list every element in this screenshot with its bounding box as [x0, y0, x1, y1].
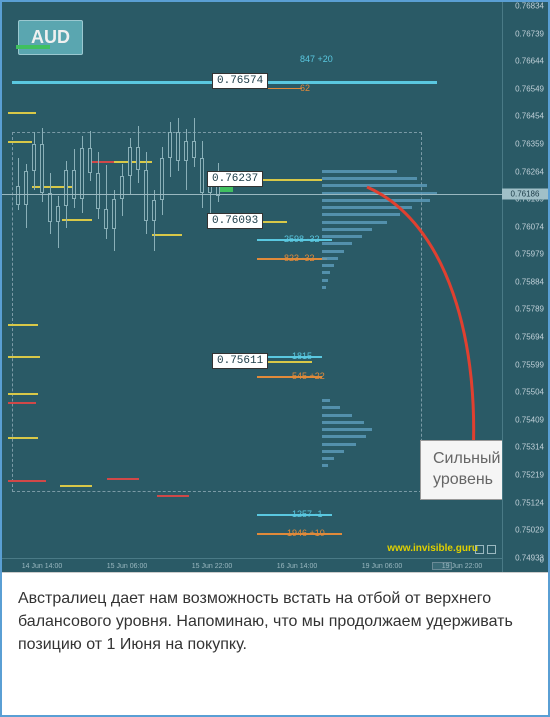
- x-tick: 15 Jun 06:00: [107, 563, 147, 570]
- y-tick: 0.75219: [515, 470, 544, 479]
- caption-text: Австралиец дает нам возможность встать н…: [2, 572, 548, 715]
- y-tick: 0.76834: [515, 2, 544, 11]
- annotation-text: 823 -32: [284, 253, 315, 263]
- price-label: 0.76574: [212, 73, 268, 89]
- y-tick: 0.75029: [515, 526, 544, 535]
- annotation-text: 1815: [292, 351, 312, 361]
- crosshair-line: [2, 194, 502, 195]
- y-tick: 0.75979: [515, 250, 544, 259]
- annotation-text: 545 +22: [292, 371, 325, 381]
- symbol-badge: AUD: [18, 20, 83, 55]
- y-axis: 0.76834 0.76739 0.76644 0.76549 0.76454 0.763…: [502, 2, 548, 572]
- price-label: 0.75611: [212, 353, 268, 369]
- x-tick: 16 Jun 14:00: [277, 563, 317, 570]
- y-tick: 0.76454: [515, 112, 544, 121]
- y-tick: 0.75409: [515, 415, 544, 424]
- window-icon[interactable]: [475, 545, 484, 554]
- y-tick: 0.75884: [515, 277, 544, 286]
- annotation-text: 847 +20: [300, 54, 333, 64]
- y-tick: 0: [540, 556, 544, 565]
- x-axis: 14 Jun 14:00 15 Jun 06:00 15 Jun 22:00 16 J…: [2, 558, 502, 572]
- x-tick: 19 Jun 06:00: [362, 563, 402, 570]
- chart-area: AUD 0.76574 0.76237 0.76093 0.75611 847 +20…: [2, 2, 548, 572]
- y-tick: 0.76644: [515, 57, 544, 66]
- y-tick: 0.75124: [515, 498, 544, 507]
- annotation-text: 1257 -1: [292, 509, 323, 519]
- y-highlight: 0.76186: [502, 189, 548, 200]
- x-tick: 15 Jun 22:00: [192, 563, 232, 570]
- annotation-text: 62: [300, 83, 310, 93]
- close-icon[interactable]: [487, 545, 496, 554]
- x-tick: 14 Jun 14:00: [22, 563, 62, 570]
- y-tick: 0.75599: [515, 360, 544, 369]
- callout-box: Сильный уровень: [420, 440, 513, 500]
- y-tick: 0.76264: [515, 167, 544, 176]
- y-tick: 0.75789: [515, 305, 544, 314]
- y-tick: 0.75504: [515, 388, 544, 397]
- y-tick: 0.76074: [515, 222, 544, 231]
- y-tick: 0.76359: [515, 139, 544, 148]
- price-label: 0.76093: [207, 213, 263, 229]
- annotation-text: 2598 -32: [284, 234, 320, 244]
- watermark: www.invisible.guru: [387, 543, 478, 554]
- price-label: 0.76237: [207, 171, 263, 187]
- y-tick: 0.75694: [515, 333, 544, 342]
- annotation-text: 1946 +10: [287, 528, 325, 538]
- x-tick: 19 Jun 22:00: [442, 563, 482, 570]
- callout-line1: Сильный: [433, 449, 500, 470]
- callout-line2: уровень: [433, 470, 500, 491]
- y-tick: 0.75314: [515, 443, 544, 452]
- y-tick: 0.76549: [515, 84, 544, 93]
- y-tick: 0.76739: [515, 29, 544, 38]
